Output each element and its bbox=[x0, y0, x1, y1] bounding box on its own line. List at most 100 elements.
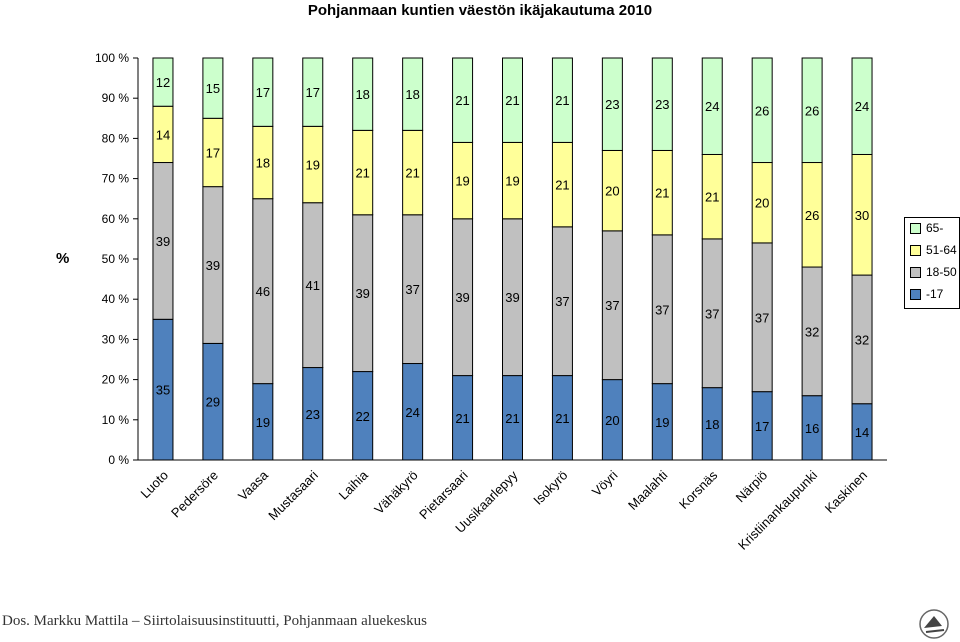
data-label: 30 bbox=[855, 208, 869, 223]
x-tick-label: Maalahti bbox=[625, 467, 670, 512]
data-label: 20 bbox=[605, 184, 619, 199]
data-label: 15 bbox=[206, 81, 220, 96]
bar-segment-4 bbox=[252, 57, 274, 127]
data-label: 26 bbox=[755, 103, 769, 118]
bar-segment-4 bbox=[651, 57, 673, 151]
y-axis-label: % bbox=[56, 250, 70, 267]
data-label: 21 bbox=[455, 93, 469, 108]
data-label: 39 bbox=[505, 290, 519, 305]
bar-segment-4 bbox=[551, 57, 573, 143]
data-label: 21 bbox=[555, 178, 569, 193]
data-label: 23 bbox=[605, 97, 619, 112]
bar-segment-4 bbox=[751, 57, 773, 164]
data-label: 37 bbox=[405, 282, 419, 297]
data-label: 19 bbox=[256, 415, 270, 430]
bar-segment-4 bbox=[352, 57, 374, 131]
y-tick-label: 100 % bbox=[95, 51, 129, 65]
chart-title: Pohjanmaan kuntien väestön ikäjakautuma … bbox=[307, 2, 653, 19]
data-label: 39 bbox=[156, 234, 170, 249]
data-label: 19 bbox=[505, 174, 519, 189]
data-label: 24 bbox=[855, 99, 869, 114]
legend-label-51-64: 51-64 bbox=[926, 243, 957, 257]
x-tick-label: Pedersöre bbox=[168, 468, 221, 521]
data-label: 21 bbox=[455, 411, 469, 426]
bar-segment-4 bbox=[302, 57, 324, 127]
data-label: 21 bbox=[555, 93, 569, 108]
data-label: 37 bbox=[605, 298, 619, 313]
legend-item-65: 65- bbox=[910, 221, 943, 235]
data-label: 21 bbox=[555, 411, 569, 426]
data-label: 21 bbox=[405, 166, 419, 181]
bar-segment-4 bbox=[452, 57, 474, 143]
legend-label-65: 65- bbox=[926, 221, 944, 235]
y-tick-label: 80 % bbox=[102, 131, 130, 145]
data-label: 17 bbox=[256, 85, 270, 100]
x-tick-label: Vähäkyrö bbox=[371, 468, 420, 517]
x-tick-label: Närpiö bbox=[733, 468, 771, 506]
stacked-bar-chart: 0 % 10 % 20 % 30 % 40 % 50 % 60 % 70 % 80 % 90 % 1… bbox=[95, 51, 887, 553]
data-label: 22 bbox=[355, 409, 369, 424]
data-label: 39 bbox=[206, 258, 220, 273]
legend-swatch-18-50 bbox=[910, 266, 921, 278]
data-label: 17 bbox=[755, 419, 769, 434]
y-tick-label: 70 % bbox=[102, 172, 130, 186]
data-label: 17 bbox=[206, 145, 220, 160]
data-label: 20 bbox=[755, 196, 769, 211]
data-label: 26 bbox=[805, 208, 819, 223]
data-label: 21 bbox=[355, 166, 369, 181]
x-tick-label: Vöyri bbox=[589, 467, 621, 499]
data-label: 35 bbox=[156, 383, 170, 398]
bar-segment-4 bbox=[701, 57, 723, 155]
legend-item-18-50: 18-50 bbox=[910, 265, 957, 279]
data-label: 32 bbox=[805, 324, 819, 339]
data-label: 41 bbox=[306, 278, 320, 293]
data-label: 16 bbox=[805, 421, 819, 436]
bar-segment-4 bbox=[402, 57, 424, 131]
data-label: 39 bbox=[455, 290, 469, 305]
legend-swatch-65 bbox=[910, 222, 921, 234]
data-label: 18 bbox=[256, 156, 270, 171]
y-tick-label: 60 % bbox=[102, 212, 130, 226]
bar-segment-4 bbox=[851, 57, 873, 155]
y-tick-label: 30 % bbox=[102, 332, 130, 346]
data-label: 20 bbox=[605, 413, 619, 428]
x-tick-label: Vaasa bbox=[235, 467, 272, 504]
source-credit: Dos. Markku Mattila – Siirtolaisuusinsti… bbox=[2, 613, 427, 629]
data-label: 24 bbox=[705, 99, 719, 114]
y-tick-label: 40 % bbox=[102, 292, 130, 306]
bar-segment-4 bbox=[502, 57, 523, 143]
y-tick-label: 90 % bbox=[102, 91, 130, 105]
data-label: 26 bbox=[805, 103, 819, 118]
data-label: 12 bbox=[156, 75, 170, 90]
bar-segment-4 bbox=[601, 57, 623, 151]
data-label: 39 bbox=[355, 286, 369, 301]
data-label: 37 bbox=[755, 310, 769, 325]
data-label: 21 bbox=[505, 93, 519, 108]
data-label: 37 bbox=[555, 294, 569, 309]
legend-item-17: -17 bbox=[910, 287, 943, 301]
x-tick-label: Laihia bbox=[336, 467, 372, 503]
data-label: 23 bbox=[306, 407, 320, 422]
bar-segment-4 bbox=[152, 57, 174, 107]
data-label: 14 bbox=[156, 127, 170, 142]
data-label: 19 bbox=[655, 415, 669, 430]
x-tick-label: Mustasaari bbox=[265, 467, 321, 523]
institute-logo-icon bbox=[919, 609, 949, 639]
data-label: 18 bbox=[355, 87, 369, 102]
data-label: 19 bbox=[455, 174, 469, 189]
x-tick-label: Kaskinen bbox=[822, 468, 870, 516]
data-label: 46 bbox=[256, 284, 270, 299]
data-label: 21 bbox=[705, 190, 719, 205]
y-tick-label: 10 % bbox=[102, 413, 130, 427]
y-tick-label: 0 % bbox=[108, 453, 129, 467]
data-label: 37 bbox=[705, 306, 719, 321]
data-label: 23 bbox=[655, 97, 669, 112]
x-tick-label: Korsnäs bbox=[676, 467, 721, 512]
data-label: 37 bbox=[655, 302, 669, 317]
legend-swatch-51-64 bbox=[910, 244, 921, 256]
data-label: 29 bbox=[206, 395, 220, 410]
legend-label-17: -17 bbox=[926, 287, 944, 301]
data-label: 18 bbox=[405, 87, 419, 102]
bar-segment-4 bbox=[202, 57, 224, 119]
data-label: 17 bbox=[306, 85, 320, 100]
